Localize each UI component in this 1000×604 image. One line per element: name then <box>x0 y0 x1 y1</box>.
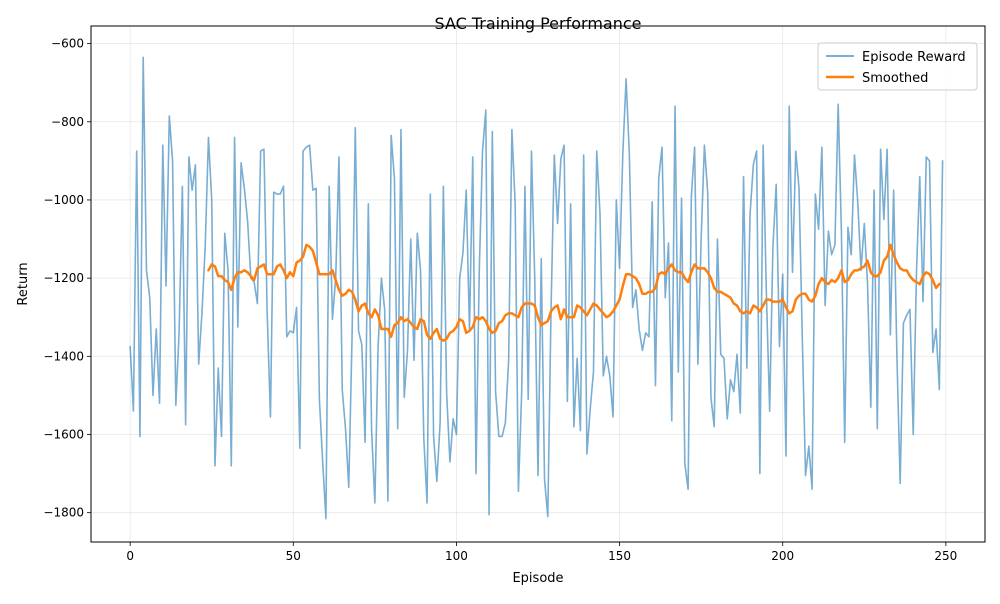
series-layer <box>129 56 944 520</box>
y-axis-label: Return <box>16 262 31 305</box>
x-tick-label: 0 <box>126 549 134 563</box>
legend-box <box>817 42 978 91</box>
legend-label-smoothed: Smoothed <box>862 71 928 86</box>
x-tick-label: 50 <box>286 549 301 563</box>
series-line-smoothed <box>207 243 941 342</box>
chart-title: SAC Training Performance <box>435 14 642 33</box>
x-tick-label: 200 <box>771 549 794 563</box>
series-line-episode-reward <box>129 56 944 520</box>
x-tick-label: 150 <box>608 549 631 563</box>
y-axis-ticks: −1800 −1600 −1400 −1200 −1000 −800 −600 <box>43 37 91 520</box>
x-tick-label: 250 <box>934 549 957 563</box>
x-axis-label: Episode <box>512 571 563 586</box>
x-tick-label: 100 <box>445 549 468 563</box>
y-tick-label: −1400 <box>43 349 84 363</box>
y-tick-label: −800 <box>51 115 84 129</box>
x-axis-ticks: 0 50 100 150 200 250 <box>126 542 957 563</box>
y-tick-label: −1200 <box>43 271 84 285</box>
y-tick-label: −1600 <box>43 428 84 442</box>
y-tick-label: −1800 <box>43 506 84 520</box>
y-tick-label: −1000 <box>43 193 84 207</box>
legend: Episode Reward Smoothed <box>817 42 978 91</box>
plot-frame <box>90 25 986 543</box>
y-tick-label: −600 <box>51 37 84 51</box>
legend-label-episode-reward: Episode Reward <box>862 50 966 65</box>
